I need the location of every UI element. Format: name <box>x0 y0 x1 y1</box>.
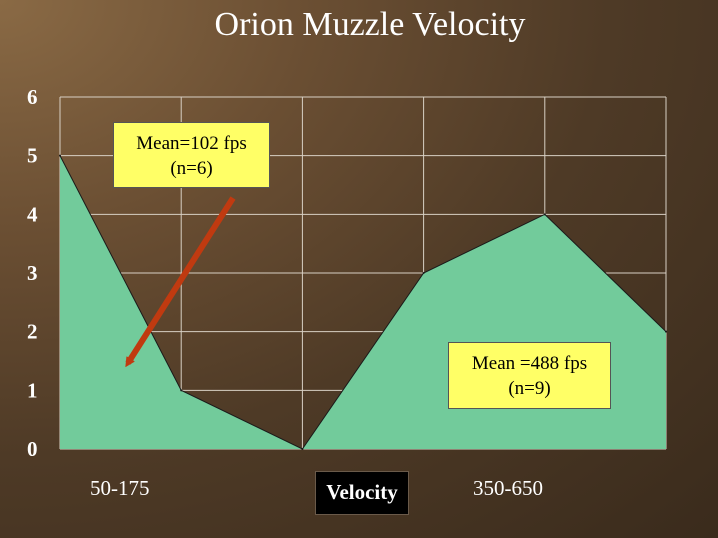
annotation-mean-low-count: (n=6) <box>170 158 213 179</box>
y-tick-label: 6 <box>27 85 38 109</box>
data-point <box>301 448 304 450</box>
data-point <box>543 213 546 216</box>
x-axis-label-text: Velocity <box>326 480 398 504</box>
x-category-label-high: 350-650 <box>473 476 543 500</box>
y-tick-label: 1 <box>27 378 38 402</box>
data-point <box>665 330 667 333</box>
series-line <box>59 155 667 450</box>
chart-title: Orion Muzzle Velocity <box>214 6 526 43</box>
data-point <box>422 272 425 274</box>
annotation-mean-high-count: (n=9) <box>508 378 551 399</box>
y-tick-label: 0 <box>27 437 38 461</box>
y-tick-label: 2 <box>27 320 38 344</box>
x-axis-label: Velocity <box>315 471 409 515</box>
annotation-mean-high: Mean =488 fps (n=9) <box>448 342 611 409</box>
data-point <box>59 154 61 157</box>
y-tick-label: 4 <box>27 202 38 226</box>
y-tick-label: 5 <box>27 144 38 168</box>
x-category-label-low: 50-175 <box>90 476 150 500</box>
annotation-arrow <box>125 196 236 368</box>
data-point <box>180 389 183 392</box>
y-tick-label: 3 <box>27 261 38 285</box>
annotation-mean-low-value: Mean=102 fps <box>136 133 247 154</box>
annotation-mean-high-value: Mean =488 fps <box>471 353 588 374</box>
annotation-mean-low: Mean=102 fps (n=6) <box>113 122 270 188</box>
